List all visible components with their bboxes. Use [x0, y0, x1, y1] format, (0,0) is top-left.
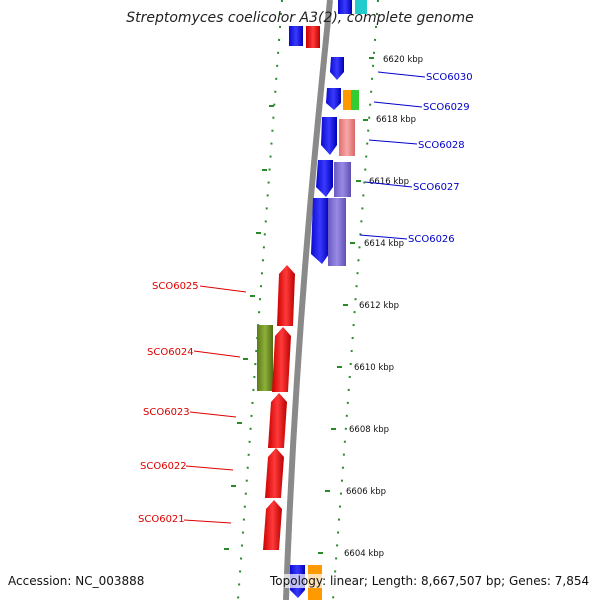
tick-label: 6608 kbp — [349, 425, 389, 435]
reverse-strand-genes — [257, 265, 295, 550]
gene-sco6028-pink — [339, 119, 355, 156]
gene-label-sco6021: SCO6021 — [138, 514, 185, 525]
gene-label-sco6023: SCO6023 — [143, 407, 190, 418]
genome-title: Streptomyces coelicolor A3(2), complete … — [126, 10, 474, 26]
gene-sco6027-purple — [334, 162, 351, 197]
scale-tick-labels: 6620 kbp 6618 kbp 6616 kbp 6614 kbp 6612… — [344, 55, 423, 559]
gene-arrow-sco6027 — [316, 160, 333, 197]
gene-sco6024-olive — [257, 325, 273, 391]
forward-gene-labels: SCO6030 SCO6029 SCO6028 SCO6027 SCO6026 — [408, 72, 473, 245]
reverse-gene-labels: SCO6025 SCO6024 SCO6023 SCO6022 SCO6021 — [138, 281, 199, 525]
outer-track-border — [237, 0, 283, 600]
gene-arrow-sco6021 — [263, 500, 282, 550]
gene-arrow-sco6024 — [272, 327, 291, 392]
reverse-label-leaders — [183, 285, 247, 524]
tick-label: 6612 kbp — [359, 301, 399, 311]
gene-sco6029-orange — [343, 90, 351, 110]
gene-arrow-sco6028 — [321, 117, 337, 155]
tick-label: 6604 kbp — [344, 549, 384, 559]
gene-sco6026-purple — [328, 198, 346, 266]
gene-arrow-sco6030 — [330, 57, 344, 80]
gene-label-sco6028: SCO6028 — [418, 140, 465, 151]
tick-label: 6616 kbp — [369, 177, 409, 187]
scale-tick-marks — [318, 57, 374, 554]
inner-track-border — [332, 0, 379, 600]
gene-arrow-sco6025 — [277, 265, 295, 326]
tick-label: 6614 kbp — [364, 239, 404, 249]
topology-text: Topology: linear; Length: 8,667,507 bp; … — [270, 574, 590, 588]
gene-label-sco6022: SCO6022 — [140, 461, 187, 472]
gene-arrow-sco6023 — [268, 393, 287, 448]
tick-label: 6618 kbp — [376, 115, 416, 125]
genome-backbone — [283, 0, 333, 600]
gene-arrow-sco6029 — [326, 88, 341, 110]
gene-arrow-sco6026 — [311, 198, 329, 264]
gene-arrow-sco6022 — [265, 448, 284, 498]
tick-label: 6610 kbp — [354, 363, 394, 373]
forward-strand-genes — [311, 57, 359, 266]
gene-label-sco6029: SCO6029 — [423, 102, 470, 113]
gene-sco6029-green — [351, 90, 359, 110]
top-partial-genes — [289, 0, 367, 48]
outer-scale-dashes — [224, 105, 274, 550]
gene-label-sco6024: SCO6024 — [147, 347, 194, 358]
gene-label-sco6026: SCO6026 — [408, 234, 455, 245]
tick-label: 6606 kbp — [346, 487, 386, 497]
gene-label-sco6030: SCO6030 — [426, 72, 473, 83]
tick-label: 6620 kbp — [383, 55, 423, 65]
gene-label-sco6027: SCO6027 — [413, 182, 460, 193]
forward-label-leaders — [359, 71, 426, 240]
gene-label-sco6025: SCO6025 — [152, 281, 199, 292]
accession-text: Accession: NC_003888 — [8, 574, 145, 588]
